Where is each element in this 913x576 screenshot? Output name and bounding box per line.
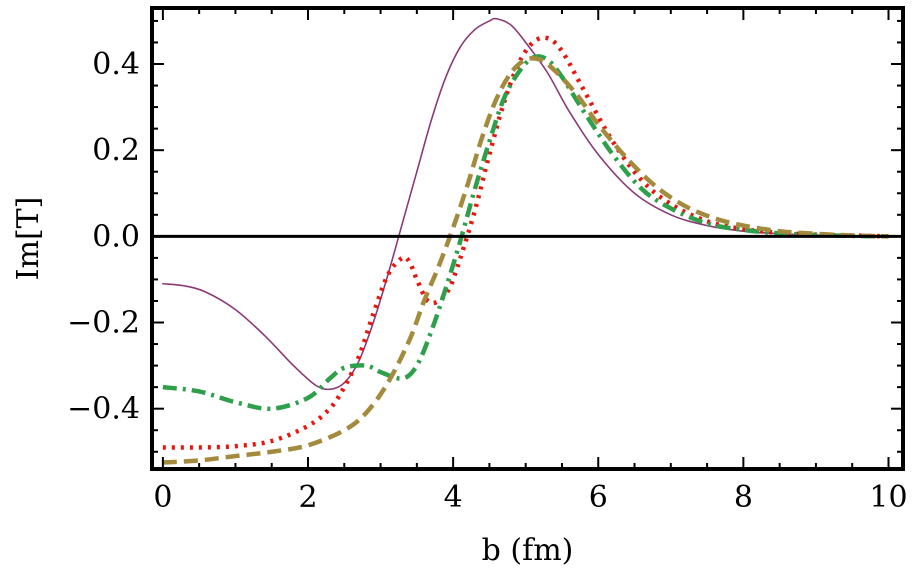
y-tick-label: 0.0 xyxy=(92,219,140,254)
series-line-2 xyxy=(162,35,889,450)
series-line-4 xyxy=(162,55,889,465)
series-line-1 xyxy=(162,17,890,391)
y-tick-label: 0.2 xyxy=(92,133,140,168)
x-tick-label: 6 xyxy=(589,480,608,515)
series-line-3 xyxy=(162,54,889,411)
plot-frame xyxy=(150,6,905,471)
x-tick-label: 8 xyxy=(734,480,753,515)
x-tick-label: 0 xyxy=(153,480,172,515)
series-layer xyxy=(162,17,890,465)
x-tick-label: 10 xyxy=(869,480,907,515)
y-tick-label: 0.4 xyxy=(92,47,140,82)
x-axis-title: b (fm) xyxy=(482,533,574,568)
ticks-layer: 0 2 4 6 8 10 −0.4 −0.2 0.0 0.2 0.4 xyxy=(67,8,908,515)
y-axis-title: Im[T] xyxy=(11,197,46,281)
x-tick-label: 2 xyxy=(298,480,317,515)
x-tick-label: 4 xyxy=(444,480,463,515)
y-tick-label: −0.2 xyxy=(67,306,140,341)
y-tick-label: −0.4 xyxy=(67,392,140,427)
